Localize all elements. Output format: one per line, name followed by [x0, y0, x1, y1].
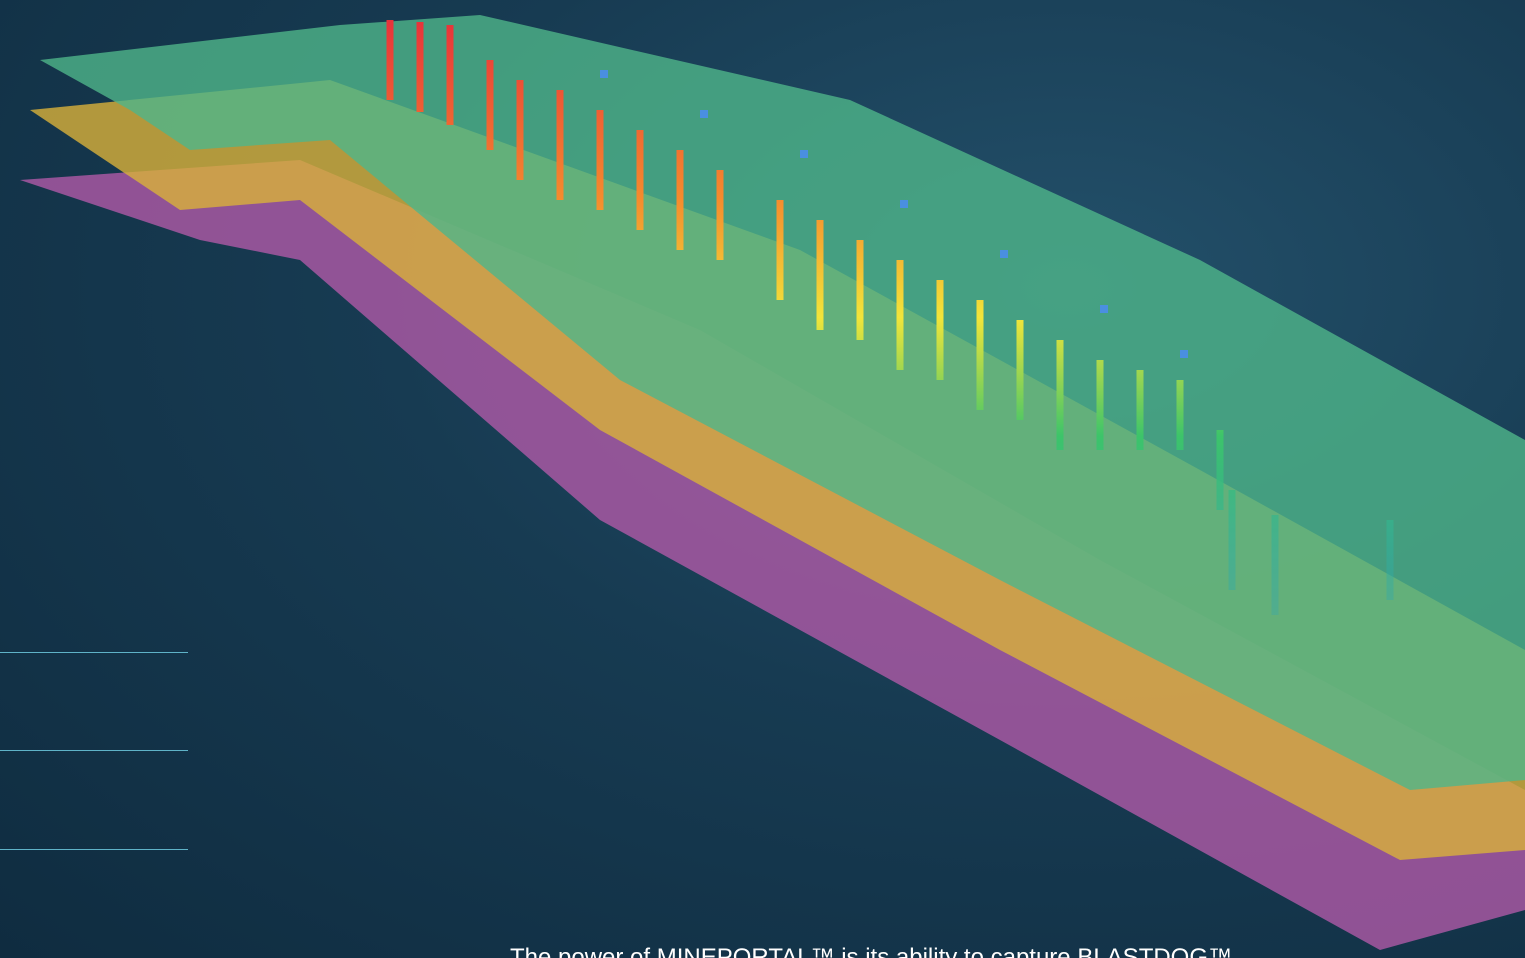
divider	[0, 750, 188, 751]
purple-layer	[20, 160, 1525, 950]
yellow-layer	[30, 80, 1525, 860]
green-layer	[40, 15, 1525, 790]
divider	[0, 849, 188, 850]
caption: The power of MINEPORTAL™ is its ability …	[510, 944, 1233, 958]
drillholes	[386, 20, 1394, 615]
collar-markers	[600, 70, 1188, 358]
divider	[0, 652, 188, 653]
